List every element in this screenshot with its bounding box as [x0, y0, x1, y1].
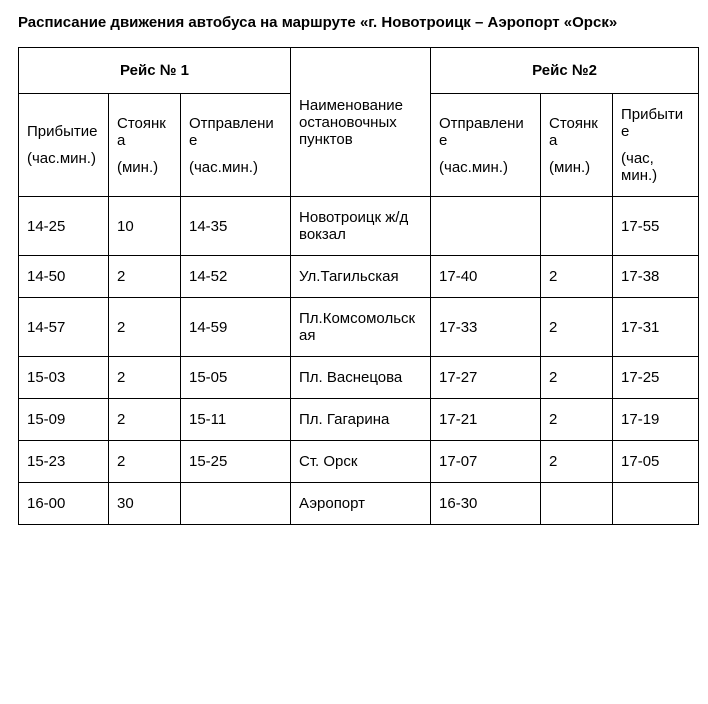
header-departure1-unit: (час.мин.)	[189, 159, 282, 176]
table-row: 16-0030 Аэропорт16-30	[19, 483, 699, 525]
header-trip2: Рейс №2	[431, 48, 699, 94]
cell-departure2: 16-30	[431, 483, 541, 525]
schedule-body: 14-251014-35Новотроицк ж/д вокзал17-5514…	[19, 197, 699, 525]
table-row: 14-50214-52Ул.Тагильская17-40217-38	[19, 256, 699, 298]
cell-arrival1: 14-25	[19, 197, 109, 256]
cell-arrival1: 15-23	[19, 441, 109, 483]
cell-stop-name: Ул.Тагильская	[291, 256, 431, 298]
cell-departure1: 14-52	[181, 256, 291, 298]
cell-departure1: 14-35	[181, 197, 291, 256]
table-row: 15-03215-05Пл. Васнецова17-27217-25	[19, 357, 699, 399]
cell-stop1: 30	[109, 483, 181, 525]
cell-stop1: 2	[109, 441, 181, 483]
cell-departure2: 17-40	[431, 256, 541, 298]
cell-arrival2: 17-19	[613, 399, 699, 441]
cell-stop2	[541, 197, 613, 256]
cell-stop2: 2	[541, 357, 613, 399]
table-row: 14-57214-59Пл.Комсомольская17-33217-31	[19, 298, 699, 357]
cell-arrival1: 15-09	[19, 399, 109, 441]
cell-departure2: 17-21	[431, 399, 541, 441]
table-row: 14-251014-35Новотроицк ж/д вокзал 17-55	[19, 197, 699, 256]
cell-departure2: 17-33	[431, 298, 541, 357]
header-departure1: Отправление (час.мин.)	[181, 94, 291, 197]
cell-stop2: 2	[541, 298, 613, 357]
header-departure1-label: Отправление	[189, 115, 274, 149]
cell-stop1: 10	[109, 197, 181, 256]
cell-arrival1: 14-50	[19, 256, 109, 298]
cell-arrival2: 17-38	[613, 256, 699, 298]
cell-stop-name: Пл.Комсомольская	[291, 298, 431, 357]
header-arrival1: Прибытие (час.мин.)	[19, 94, 109, 197]
header-stop2-label: Стоянка	[549, 115, 598, 149]
cell-departure2: 17-07	[431, 441, 541, 483]
page-title: Расписание движения автобуса на маршруте…	[18, 14, 690, 31]
cell-departure2: 17-27	[431, 357, 541, 399]
header-stop1-unit: (мин.)	[117, 159, 172, 176]
schedule-table: Рейс № 1 Наименование остановочных пункт…	[18, 47, 699, 525]
cell-arrival2: 17-55	[613, 197, 699, 256]
cell-departure1: 15-25	[181, 441, 291, 483]
cell-stop-name: Пл. Васнецова	[291, 357, 431, 399]
cell-stop2: 2	[541, 441, 613, 483]
header-stop1: Стоянка (мин.)	[109, 94, 181, 197]
header-stop2: Стоянка (мин.)	[541, 94, 613, 197]
cell-departure1: 15-11	[181, 399, 291, 441]
cell-stop1: 2	[109, 399, 181, 441]
header-arrival2-label: Прибытие	[621, 106, 683, 140]
header-arrival2-unit: (час, мин.)	[621, 150, 690, 184]
table-row: 15-23215-25Ст. Орск17-07217-05	[19, 441, 699, 483]
cell-stop2	[541, 483, 613, 525]
cell-stop-name: Аэропорт	[291, 483, 431, 525]
header-arrival1-unit: (час.мин.)	[27, 150, 100, 167]
header-departure2-label: Отправление	[439, 115, 524, 149]
cell-stop2: 2	[541, 256, 613, 298]
cell-departure2	[431, 197, 541, 256]
cell-departure1: 15-05	[181, 357, 291, 399]
cell-stop1: 2	[109, 256, 181, 298]
cell-stop-name: Пл. Гагарина	[291, 399, 431, 441]
header-stop1-label: Стоянка	[117, 115, 166, 149]
header-stop2-unit: (мин.)	[549, 159, 604, 176]
cell-departure1: 14-59	[181, 298, 291, 357]
header-arrival1-label: Прибытие	[27, 123, 97, 140]
header-departure2: Отправление (час.мин.)	[431, 94, 541, 197]
cell-arrival2: 17-25	[613, 357, 699, 399]
cell-stop1: 2	[109, 298, 181, 357]
header-trip1: Рейс № 1	[19, 48, 291, 94]
header-arrival2: Прибытие (час, мин.)	[613, 94, 699, 197]
cell-departure1	[181, 483, 291, 525]
header-departure2-unit: (час.мин.)	[439, 159, 532, 176]
cell-arrival1: 16-00	[19, 483, 109, 525]
header-stops: Наименование остановочных пунктов	[291, 48, 431, 197]
cell-stop-name: Новотроицк ж/д вокзал	[291, 197, 431, 256]
cell-stop2: 2	[541, 399, 613, 441]
cell-arrival2	[613, 483, 699, 525]
cell-arrival1: 15-03	[19, 357, 109, 399]
cell-arrival2: 17-31	[613, 298, 699, 357]
cell-arrival1: 14-57	[19, 298, 109, 357]
cell-stop1: 2	[109, 357, 181, 399]
cell-arrival2: 17-05	[613, 441, 699, 483]
cell-stop-name: Ст. Орск	[291, 441, 431, 483]
table-row: 15-09215-11Пл. Гагарина17-21217-19	[19, 399, 699, 441]
